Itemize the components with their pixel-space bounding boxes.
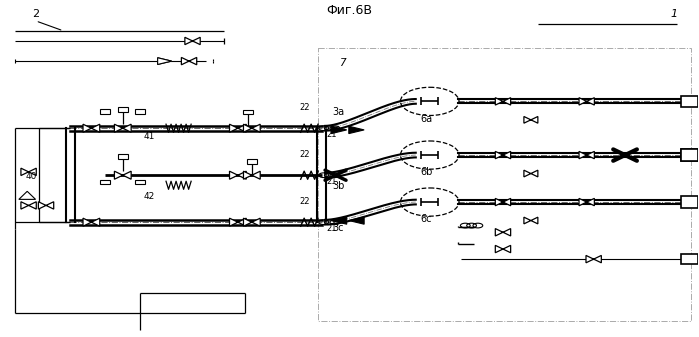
Bar — [136, 180, 145, 184]
Polygon shape — [83, 124, 100, 132]
Bar — [118, 154, 128, 159]
Polygon shape — [38, 202, 54, 209]
Polygon shape — [524, 170, 538, 177]
Polygon shape — [158, 58, 172, 64]
Polygon shape — [21, 202, 36, 209]
Polygon shape — [349, 217, 364, 224]
Bar — [681, 95, 698, 107]
Text: 6a: 6a — [420, 114, 432, 124]
Polygon shape — [496, 228, 511, 236]
Text: 3a: 3a — [332, 107, 344, 117]
Bar — [101, 109, 110, 114]
Text: 6c: 6c — [421, 214, 432, 224]
Polygon shape — [181, 57, 196, 65]
Polygon shape — [579, 198, 594, 206]
Text: 42: 42 — [144, 192, 155, 201]
Polygon shape — [115, 171, 131, 179]
Text: 21: 21 — [327, 223, 338, 233]
Text: 3b: 3b — [332, 181, 345, 191]
Polygon shape — [185, 37, 200, 45]
Polygon shape — [229, 218, 246, 226]
Bar — [681, 149, 698, 161]
Text: 21: 21 — [327, 130, 338, 139]
Polygon shape — [21, 168, 36, 176]
Bar — [101, 180, 110, 184]
Polygon shape — [229, 171, 246, 179]
Polygon shape — [243, 218, 260, 226]
Polygon shape — [158, 58, 172, 64]
Text: 1: 1 — [670, 9, 677, 19]
Bar — [681, 149, 698, 161]
Text: 3c: 3c — [332, 222, 344, 233]
Bar — [681, 254, 698, 264]
Text: 7: 7 — [339, 58, 346, 68]
Polygon shape — [586, 255, 601, 263]
Bar — [118, 108, 128, 112]
Text: 21: 21 — [327, 177, 338, 186]
Polygon shape — [115, 124, 131, 132]
Bar — [243, 110, 253, 115]
Polygon shape — [496, 151, 511, 159]
Text: 2: 2 — [32, 9, 39, 19]
Text: 40: 40 — [25, 172, 36, 181]
Polygon shape — [349, 126, 364, 133]
Polygon shape — [524, 117, 538, 123]
Bar — [136, 109, 145, 114]
Text: 22: 22 — [299, 150, 310, 159]
Polygon shape — [524, 217, 538, 224]
Text: Фиг.6В: Фиг.6В — [326, 4, 373, 17]
Text: 41: 41 — [144, 131, 155, 141]
Polygon shape — [496, 245, 511, 253]
Text: 22: 22 — [299, 197, 310, 206]
Polygon shape — [331, 126, 347, 133]
Polygon shape — [496, 98, 511, 105]
Text: 22: 22 — [299, 103, 310, 112]
Polygon shape — [229, 124, 246, 132]
Bar — [247, 159, 257, 164]
Polygon shape — [83, 218, 100, 226]
Polygon shape — [19, 191, 36, 200]
Bar — [681, 196, 698, 208]
Text: 6b: 6b — [420, 167, 433, 177]
Polygon shape — [331, 217, 347, 224]
Polygon shape — [243, 171, 260, 179]
Bar — [318, 48, 691, 321]
Polygon shape — [579, 98, 594, 105]
Polygon shape — [579, 151, 594, 159]
Polygon shape — [496, 198, 511, 206]
Polygon shape — [243, 124, 260, 132]
